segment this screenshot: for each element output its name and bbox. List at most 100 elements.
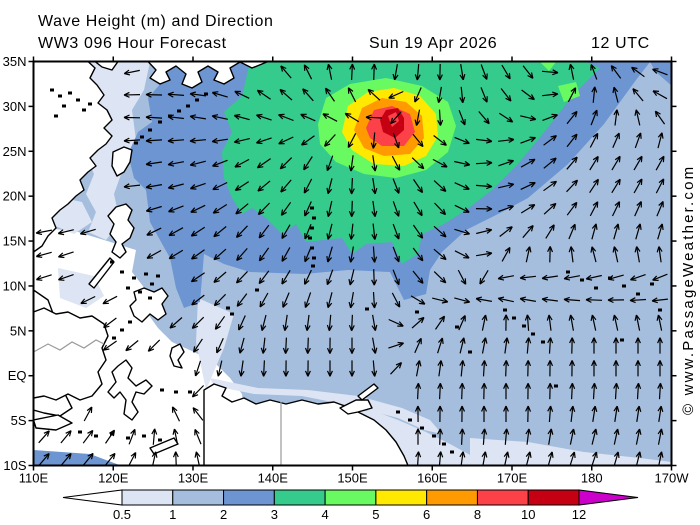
island-dot (408, 418, 412, 422)
island-dot (650, 282, 654, 286)
island-dot (188, 390, 192, 394)
wave-direction-arrow (497, 274, 515, 281)
island-dot (450, 450, 454, 454)
wave-direction-arrow (436, 63, 443, 81)
wave-direction-arrow (326, 63, 333, 80)
wave-direction-arrow (634, 246, 641, 263)
wave-direction-arrow (35, 251, 52, 258)
wave-direction-arrow (520, 182, 536, 190)
wave-direction-arrow (146, 227, 162, 236)
wave-direction-arrow (233, 138, 250, 144)
wave-direction-arrow (82, 452, 94, 466)
wave-direction-arrow (371, 223, 378, 240)
wave-direction-arrow (590, 314, 597, 331)
island-dot (622, 284, 626, 288)
wave-direction-arrow (458, 109, 466, 126)
lon-axis-label: 170E (497, 471, 528, 486)
island-dot (308, 236, 312, 240)
wave-direction-arrow (257, 180, 271, 192)
wave-direction-arrow (503, 428, 510, 445)
colorbar-tick-label: 0.5 (113, 507, 131, 522)
wave-direction-arrow (629, 274, 646, 281)
wave-direction-arrow (612, 86, 619, 103)
wave-direction-arrow (410, 295, 426, 305)
wave-direction-arrow (475, 160, 493, 167)
landmass (107, 359, 153, 421)
wave-direction-arrow (503, 360, 510, 377)
wave-direction-arrow (591, 360, 597, 377)
wave-direction-arrow (216, 338, 224, 354)
wave-direction-arrow (412, 247, 424, 262)
landmass (147, 61, 269, 89)
wave-direction-arrow (566, 179, 579, 193)
wave-direction-arrow (480, 87, 488, 103)
wave-direction-arrow (589, 132, 599, 148)
wave-direction-arrow (635, 360, 641, 377)
wave-direction-arrow (631, 66, 645, 78)
colorbar-underflow-arrow (62, 489, 123, 506)
wave-direction-arrow (525, 337, 532, 354)
island-dot (420, 426, 424, 430)
wave-direction-arrow (607, 274, 624, 281)
island-dot (177, 109, 181, 113)
wave-direction-arrow (652, 90, 668, 100)
wave-direction-arrow (547, 405, 554, 423)
island-dot (138, 290, 142, 294)
wave-direction-arrow (349, 63, 356, 81)
wave-direction-arrow (123, 91, 141, 98)
wave-direction-arrow (651, 297, 668, 304)
wave-direction-arrow (60, 430, 72, 444)
island-dot (158, 438, 162, 442)
wave-direction-arrow (371, 360, 378, 377)
wave-direction-arrow (655, 178, 665, 194)
wave-direction-arrow (256, 89, 271, 100)
island-dot (94, 434, 98, 438)
wave-direction-arrow (168, 205, 184, 213)
wave-direction-arrow (635, 428, 642, 445)
lon-axis-label: 140E (258, 471, 289, 486)
wave-direction-arrow (102, 295, 118, 305)
wave-direction-arrow (371, 337, 378, 354)
wave-direction-arrow (349, 337, 355, 354)
lat-axis-label: EQ (8, 368, 27, 383)
wave-direction-arrow (499, 226, 513, 237)
island-dot (310, 246, 314, 250)
wave-direction-arrow (388, 341, 405, 349)
wave-direction-arrow (589, 155, 599, 171)
wave-direction-arrow (282, 314, 289, 332)
wave-direction-arrow (591, 86, 598, 103)
wave-direction-arrow (255, 113, 272, 121)
colorbar-legend: 0.5 1 2 3 4 5 6 8 10 12 (62, 489, 639, 522)
wave-direction-arrow (391, 155, 401, 171)
island-dot (144, 272, 148, 276)
island-dot (432, 434, 436, 438)
wave-direction-arrow (146, 249, 162, 259)
wave-direction-arrow (610, 65, 622, 79)
wave-direction-arrow (657, 382, 664, 400)
wave-direction-arrow (282, 337, 289, 354)
colorbar-segment (223, 489, 275, 506)
wave-direction-arrow (433, 225, 447, 238)
wave-direction-arrow (611, 155, 621, 171)
wave-direction-arrow (541, 69, 559, 76)
island-dot (255, 288, 259, 292)
wave-direction-arrow (503, 382, 510, 400)
wave-direction-arrow (546, 314, 553, 331)
wave-direction-arrow (476, 137, 493, 144)
wave-direction-arrow (234, 181, 250, 191)
wave-direction-arrow (255, 137, 272, 145)
island-dot (58, 94, 62, 98)
wave-direction-arrow (436, 86, 443, 104)
wave-direction-arrow (568, 246, 575, 263)
wave-direction-arrow (304, 201, 312, 217)
wave-direction-arrow (303, 64, 313, 80)
wave-direction-arrow (233, 114, 250, 121)
wave-direction-arrow (414, 405, 421, 423)
wave-direction-arrow (371, 269, 378, 286)
wave-direction-arrow (503, 337, 510, 354)
wave-direction-arrow (656, 200, 664, 217)
island-dot (636, 292, 640, 296)
wave-direction-arrow (412, 224, 424, 239)
wave-direction-arrow (38, 452, 50, 466)
wave-direction-arrow (392, 178, 400, 194)
